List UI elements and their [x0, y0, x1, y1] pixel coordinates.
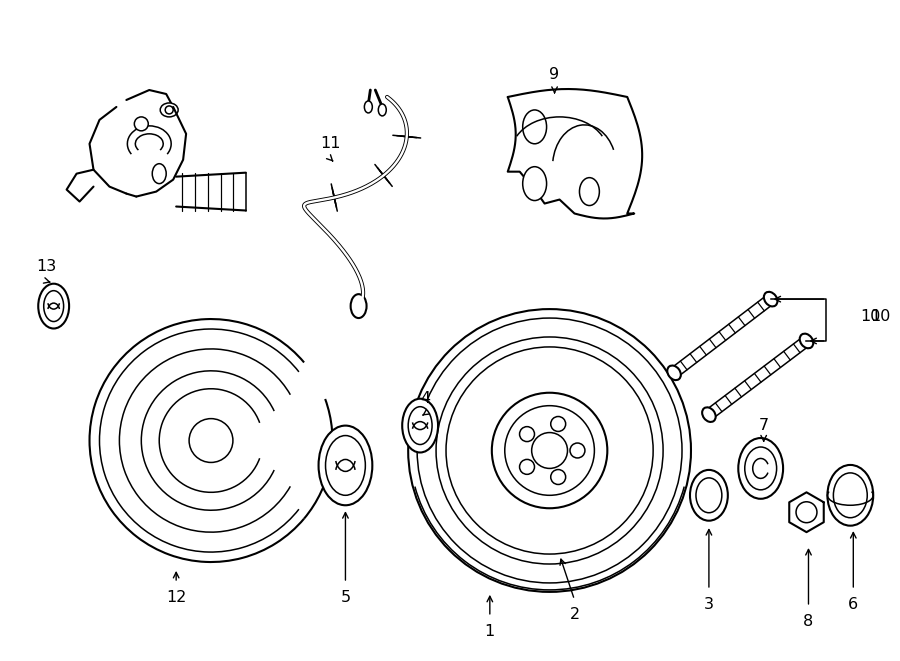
- Ellipse shape: [764, 292, 778, 307]
- Text: 4: 4: [420, 391, 430, 407]
- Ellipse shape: [745, 447, 777, 490]
- Text: 9: 9: [550, 67, 560, 81]
- Circle shape: [491, 393, 608, 508]
- Ellipse shape: [152, 164, 166, 184]
- Circle shape: [570, 443, 585, 458]
- Ellipse shape: [580, 178, 599, 206]
- Circle shape: [551, 469, 566, 485]
- Ellipse shape: [523, 167, 546, 200]
- Circle shape: [446, 347, 653, 554]
- Ellipse shape: [409, 407, 432, 444]
- Circle shape: [189, 418, 233, 463]
- Text: 2: 2: [570, 607, 580, 622]
- Text: 5: 5: [340, 590, 350, 605]
- Ellipse shape: [160, 103, 178, 117]
- Text: 7: 7: [759, 418, 769, 433]
- Text: 10: 10: [870, 309, 891, 324]
- Ellipse shape: [38, 284, 69, 329]
- Text: 13: 13: [37, 258, 57, 274]
- Ellipse shape: [827, 465, 873, 525]
- Ellipse shape: [833, 473, 868, 518]
- Circle shape: [505, 406, 594, 495]
- Ellipse shape: [690, 470, 728, 521]
- Circle shape: [166, 106, 173, 114]
- Ellipse shape: [326, 436, 365, 495]
- Circle shape: [134, 117, 148, 131]
- Text: 11: 11: [320, 136, 341, 151]
- Circle shape: [409, 309, 691, 592]
- Circle shape: [519, 459, 535, 475]
- Ellipse shape: [702, 407, 716, 422]
- Text: 8: 8: [804, 614, 814, 629]
- Circle shape: [796, 502, 817, 523]
- Ellipse shape: [696, 478, 722, 513]
- Text: 1: 1: [485, 624, 495, 639]
- Circle shape: [519, 426, 535, 442]
- Circle shape: [436, 337, 663, 564]
- Ellipse shape: [667, 366, 680, 380]
- Ellipse shape: [319, 426, 373, 505]
- Ellipse shape: [523, 110, 546, 144]
- Ellipse shape: [44, 291, 64, 321]
- Text: 10: 10: [860, 309, 880, 324]
- Ellipse shape: [800, 334, 814, 348]
- Ellipse shape: [364, 101, 373, 113]
- Circle shape: [532, 432, 568, 469]
- Text: 3: 3: [704, 598, 714, 612]
- Circle shape: [551, 416, 566, 432]
- Ellipse shape: [738, 438, 783, 499]
- Text: 6: 6: [848, 598, 859, 612]
- Circle shape: [417, 318, 682, 583]
- Ellipse shape: [402, 399, 438, 453]
- Text: 12: 12: [166, 590, 186, 605]
- Ellipse shape: [378, 104, 386, 116]
- Ellipse shape: [351, 294, 366, 318]
